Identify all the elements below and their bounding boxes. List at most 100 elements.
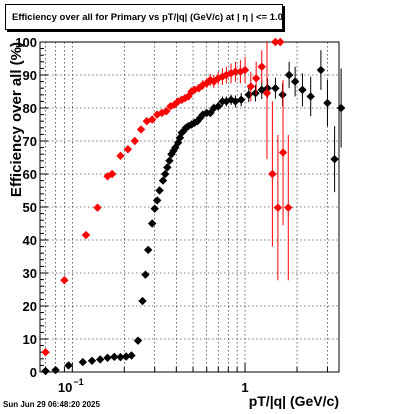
data-point xyxy=(103,353,112,363)
data-point xyxy=(142,117,152,126)
data-point xyxy=(51,365,60,375)
data-point xyxy=(173,97,183,106)
data-point xyxy=(209,77,219,86)
data-point xyxy=(257,62,266,71)
data-point xyxy=(226,95,236,104)
data-point xyxy=(81,230,91,240)
data-point xyxy=(147,219,157,228)
data-point xyxy=(152,196,162,205)
y-tick-label: 30 xyxy=(23,266,37,281)
data-point xyxy=(141,270,150,279)
data-point xyxy=(276,37,285,47)
data-point xyxy=(240,65,250,75)
x-axis-label: pT/|q| (GeV/c) xyxy=(249,393,339,409)
data-point xyxy=(336,103,346,113)
data-point xyxy=(236,95,246,104)
data-point xyxy=(127,351,136,360)
y-tick-label: 60 xyxy=(23,167,37,182)
data-point xyxy=(103,172,112,181)
data-point xyxy=(155,186,164,195)
data-point xyxy=(184,121,193,131)
data-point xyxy=(184,92,193,101)
data-point xyxy=(271,37,280,47)
data-point xyxy=(158,176,168,185)
data-point xyxy=(271,84,280,93)
x-tick-label-exponent: −1 xyxy=(73,377,83,387)
data-point xyxy=(298,85,307,95)
data-point xyxy=(284,70,294,80)
y-tick-label: 100 xyxy=(15,35,37,50)
data-point xyxy=(262,88,272,98)
data-point xyxy=(41,366,50,376)
data-point xyxy=(268,169,277,179)
data-point xyxy=(78,357,87,367)
data-point xyxy=(218,72,227,81)
data-point xyxy=(136,125,146,134)
series-1 xyxy=(41,37,293,357)
data-point xyxy=(251,88,260,98)
data-point xyxy=(95,355,105,364)
data-point xyxy=(198,80,208,90)
title-box: Efficiency over all for Primary vs pT/|q… xyxy=(5,4,283,30)
y-tick-label: 80 xyxy=(23,101,37,116)
data-point xyxy=(226,69,236,78)
data-point xyxy=(206,75,215,85)
data-point xyxy=(214,102,223,111)
data-point xyxy=(123,145,133,154)
data-point xyxy=(41,348,50,357)
data-marks xyxy=(41,37,346,376)
data-point xyxy=(198,110,208,119)
data-point xyxy=(60,276,69,285)
data-point xyxy=(130,136,139,146)
data-point xyxy=(150,204,159,213)
data-point xyxy=(251,74,261,83)
data-point xyxy=(179,126,188,136)
timestamp: Sun Jun 29 06:48:20 2025 xyxy=(3,400,100,409)
axes xyxy=(39,41,340,373)
data-point xyxy=(93,203,102,212)
data-point xyxy=(87,356,97,365)
data-point xyxy=(206,108,215,118)
y-axis-label: Efficiency over all (%) xyxy=(8,42,25,197)
data-point xyxy=(107,169,117,179)
data-point xyxy=(244,90,253,99)
y-tick-label: 90 xyxy=(23,68,37,83)
y-tick-label: 70 xyxy=(23,134,37,149)
y-tick-label: 40 xyxy=(23,233,37,248)
data-point xyxy=(147,115,157,124)
data-point xyxy=(116,352,125,362)
x-tick-label: 1 xyxy=(241,380,248,395)
data-point xyxy=(163,163,172,172)
series-0 xyxy=(41,50,346,376)
data-point xyxy=(121,352,131,361)
data-point xyxy=(278,148,288,157)
data-point xyxy=(64,361,73,370)
data-point xyxy=(161,169,170,179)
data-point xyxy=(152,110,162,119)
chart-title: Efficiency over all for Primary vs pT/|q… xyxy=(12,12,283,23)
data-point xyxy=(323,98,332,108)
data-point xyxy=(209,103,219,113)
data-point xyxy=(316,65,326,75)
data-point xyxy=(290,77,300,86)
data-point xyxy=(190,118,199,128)
data-point xyxy=(246,82,256,91)
y-tick-label: 0 xyxy=(30,365,37,380)
data-point xyxy=(306,92,315,101)
data-point xyxy=(110,352,119,362)
data-point xyxy=(162,107,171,116)
x-tick-label: 10 xyxy=(58,380,72,395)
data-point xyxy=(273,203,283,212)
y-tick-label: 20 xyxy=(23,299,37,314)
data-point xyxy=(138,296,147,306)
data-point xyxy=(330,154,339,164)
data-point xyxy=(284,203,293,212)
data-point xyxy=(116,151,125,161)
data-point xyxy=(133,336,143,345)
y-tick-label: 10 xyxy=(23,332,37,347)
data-point xyxy=(190,85,199,95)
data-point xyxy=(143,245,153,255)
data-point xyxy=(231,67,240,76)
